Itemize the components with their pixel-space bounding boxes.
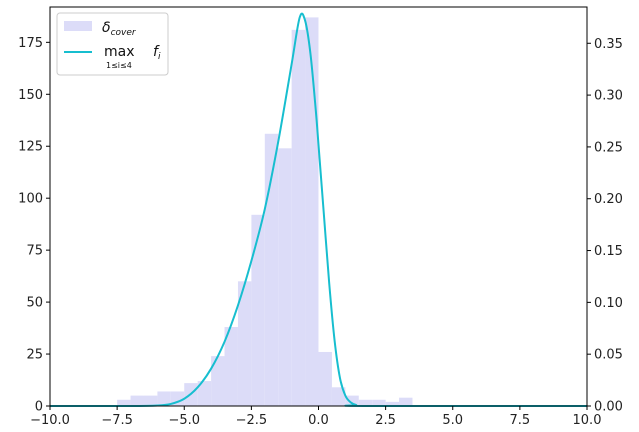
- histogram-bar: [130, 395, 144, 406]
- y-left-tick-label: 0: [35, 400, 43, 415]
- x-tick-label: 5.0: [442, 413, 463, 428]
- y-left-tick-label: 50: [26, 296, 43, 311]
- y-right-tick-label: 0.35: [594, 37, 623, 52]
- histogram-bars: [117, 17, 413, 407]
- legend-label-delta-cover: δcover: [102, 20, 137, 38]
- y-left-tick-label: 25: [26, 348, 43, 363]
- y-left-tick-label: 75: [26, 244, 43, 259]
- histogram-bar: [143, 395, 158, 406]
- y-right-tick-label: 0.00: [594, 400, 623, 415]
- y-left-tick-label: 125: [18, 140, 43, 155]
- x-axis-ticks: −10.0 −7.5 −5.0 −2.5 0.0 2.5 5.0 7.5 10.0: [30, 406, 601, 428]
- y-left-tick-label: 100: [18, 192, 43, 207]
- x-tick-label: 7.5: [510, 413, 531, 428]
- max-fi-curve: [50, 12, 587, 408]
- y-right-tick-label: 0.10: [594, 296, 623, 311]
- histogram-bar: [305, 17, 319, 406]
- y-left-tick-label: 150: [18, 88, 43, 103]
- x-tick-label: −10.0: [30, 413, 70, 428]
- histogram-bar: [264, 133, 279, 406]
- y-right-tick-label: 0.25: [594, 140, 623, 155]
- legend-label-max: max: [104, 44, 135, 60]
- histogram-bar: [372, 399, 386, 406]
- histogram-bar: [237, 281, 252, 406]
- x-tick-label: −2.5: [236, 413, 268, 428]
- x-tick-label: 0.0: [308, 413, 329, 428]
- histogram-bar: [358, 399, 373, 406]
- histogram-bar: [278, 148, 292, 406]
- legend-patch-delta-cover: [64, 21, 92, 31]
- y-right-tick-label: 0.05: [594, 348, 623, 363]
- x-tick-label: 2.5: [375, 413, 396, 428]
- y-right-tick-label: 0.15: [594, 244, 623, 259]
- histogram-bar: [291, 29, 306, 407]
- histogram-bar: [197, 381, 212, 406]
- legend-label-max-sub: 1≤i≤4: [106, 61, 132, 70]
- legend: δcover max 1≤i≤4 fi: [56, 12, 169, 76]
- y-left-tick-label: 175: [18, 36, 43, 51]
- x-tick-label: −5.0: [168, 413, 200, 428]
- histogram-bar: [251, 214, 265, 406]
- histogram-bar: [318, 351, 332, 406]
- histogram-bar: [331, 387, 346, 406]
- histogram-bar: [211, 356, 225, 407]
- histogram-bar: [117, 399, 131, 406]
- y-right-tick-label: 0.30: [594, 89, 623, 104]
- legend-label-fi: fi: [153, 44, 161, 62]
- x-tick-label: −7.5: [101, 413, 133, 428]
- histogram-bar: [224, 327, 238, 406]
- y-right-tick-label: 0.20: [594, 192, 623, 207]
- x-tick-label: 10.0: [573, 413, 602, 428]
- histogram-bar: [399, 397, 413, 406]
- y-axis-right-ticks: 0.00 0.05 0.10 0.15 0.20 0.25 0.30 0.35: [587, 37, 623, 415]
- histogram-bar: [385, 401, 400, 406]
- y-axis-left-ticks: 0 25 50 75 100 125 150 175: [18, 36, 50, 415]
- histogram-bar: [345, 395, 359, 406]
- histogram-bar: [157, 391, 171, 406]
